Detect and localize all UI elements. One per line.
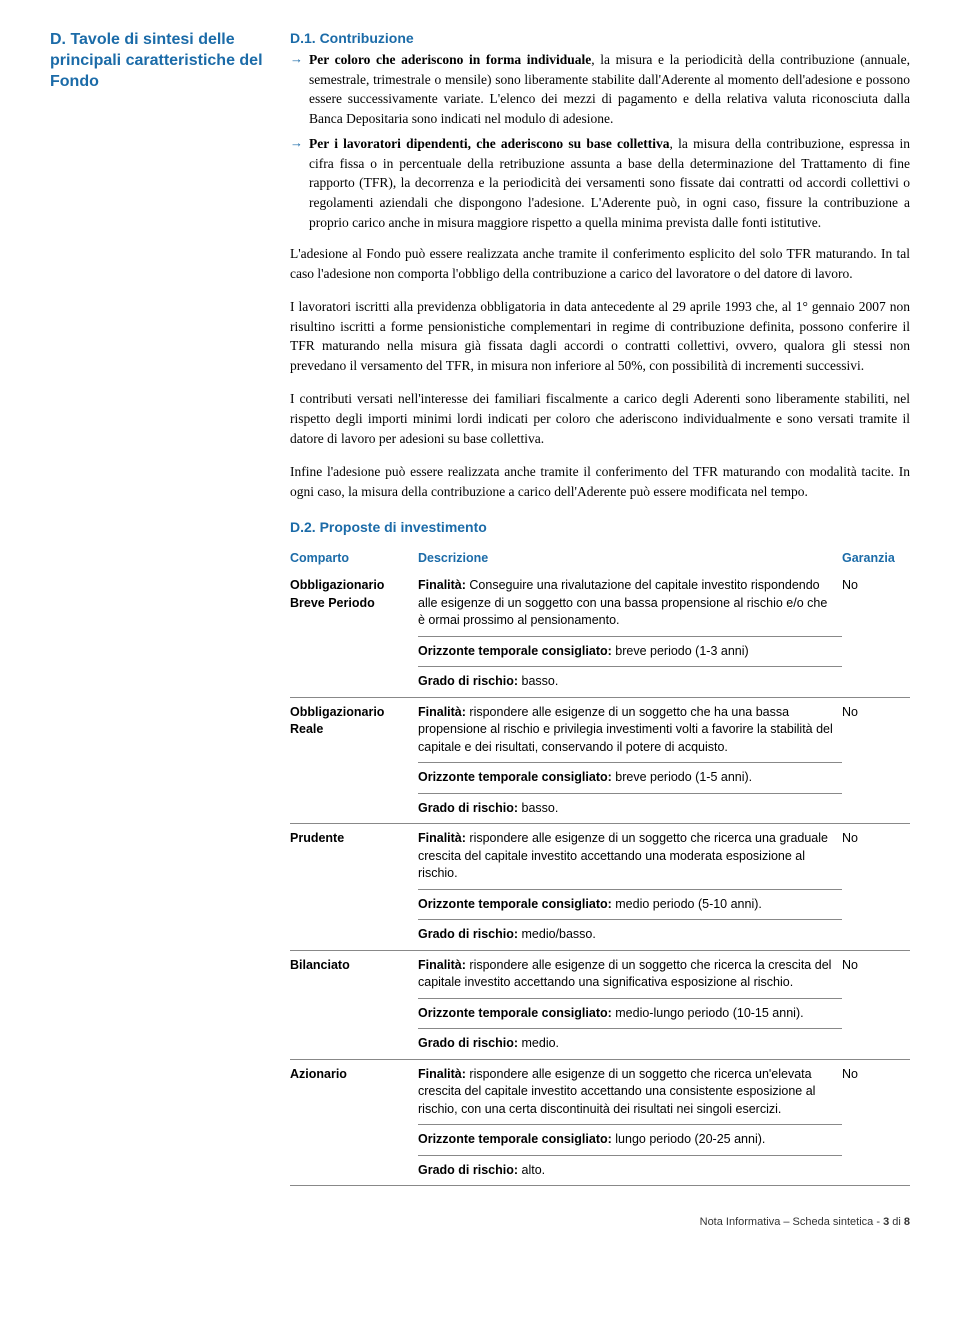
arrow-icon: → bbox=[290, 134, 303, 232]
cell-orizzonte: Orizzonte temporale consigliato: medio-l… bbox=[418, 998, 842, 1029]
cell-garanzia: No bbox=[842, 571, 910, 697]
cell-orizzonte: Orizzonte temporale consigliato: lungo p… bbox=[418, 1125, 842, 1156]
investment-table: Comparto Descrizione Garanzia Obbligazio… bbox=[290, 545, 910, 1186]
table-row: Obbligazionario RealeFinalità: risponder… bbox=[290, 697, 910, 763]
cell-orizzonte: Orizzonte temporale consigliato: medio p… bbox=[418, 889, 842, 920]
arrow-icon: → bbox=[290, 50, 303, 128]
table-row: PrudenteFinalità: rispondere alle esigen… bbox=[290, 824, 910, 890]
col-comparto: Comparto bbox=[290, 545, 418, 571]
cell-comparto: Obbligazionario Breve Periodo bbox=[290, 571, 418, 697]
col-garanzia: Garanzia bbox=[842, 545, 910, 571]
d1-para3: I contributi versati nell'interesse dei … bbox=[290, 389, 910, 448]
cell-finalita: Finalità: Conseguire una rivalutazione d… bbox=[418, 571, 842, 636]
cell-comparto: Prudente bbox=[290, 824, 418, 951]
bullet-2-bold: Per i lavoratori dipendenti, che aderisc… bbox=[309, 136, 670, 151]
cell-garanzia: No bbox=[842, 697, 910, 824]
section-d-title: D. Tavole di sintesi delle principali ca… bbox=[50, 30, 270, 92]
bullet-1-text: Per coloro che aderiscono in forma indiv… bbox=[309, 50, 910, 128]
d2-heading: D.2. Proposte di investimento bbox=[290, 519, 910, 535]
cell-rischio: Grado di rischio: alto. bbox=[418, 1155, 842, 1186]
d1-para1: L'adesione al Fondo può essere realizzat… bbox=[290, 244, 910, 283]
cell-rischio: Grado di rischio: medio. bbox=[418, 1029, 842, 1060]
d1-heading: D.1. Contribuzione bbox=[290, 30, 910, 46]
table-row: BilanciatoFinalità: rispondere alle esig… bbox=[290, 950, 910, 998]
cell-comparto: Azionario bbox=[290, 1059, 418, 1186]
cell-rischio: Grado di rischio: basso. bbox=[418, 793, 842, 824]
cell-garanzia: No bbox=[842, 1059, 910, 1186]
page-footer: Nota Informativa – Scheda sintetica - 3 … bbox=[50, 1216, 910, 1228]
footer-text: Nota Informativa – Scheda sintetica - bbox=[700, 1216, 880, 1228]
bullet-2-text: Per i lavoratori dipendenti, che aderisc… bbox=[309, 134, 910, 232]
footer-page: 3 bbox=[883, 1216, 889, 1228]
bullet-1-bold: Per coloro che aderiscono in forma indiv… bbox=[309, 52, 591, 67]
cell-finalita: Finalità: rispondere alle esigenze di un… bbox=[418, 697, 842, 763]
cell-garanzia: No bbox=[842, 950, 910, 1059]
footer-of: di bbox=[892, 1216, 901, 1228]
cell-finalita: Finalità: rispondere alle esigenze di un… bbox=[418, 950, 842, 998]
table-row: Obbligazionario Breve PeriodoFinalità: C… bbox=[290, 571, 910, 636]
cell-rischio: Grado di rischio: medio/basso. bbox=[418, 920, 842, 951]
d1-para4: Infine l'adesione può essere realizzata … bbox=[290, 462, 910, 501]
cell-rischio: Grado di rischio: basso. bbox=[418, 667, 842, 698]
footer-total: 8 bbox=[904, 1216, 910, 1228]
col-descrizione: Descrizione bbox=[418, 545, 842, 571]
bullet-item: → Per coloro che aderiscono in forma ind… bbox=[290, 50, 910, 128]
bullet-item: → Per i lavoratori dipendenti, che aderi… bbox=[290, 134, 910, 232]
cell-finalita: Finalità: rispondere alle esigenze di un… bbox=[418, 1059, 842, 1125]
table-row: AzionarioFinalità: rispondere alle esige… bbox=[290, 1059, 910, 1125]
cell-finalita: Finalità: rispondere alle esigenze di un… bbox=[418, 824, 842, 890]
cell-comparto: Obbligazionario Reale bbox=[290, 697, 418, 824]
d1-para2: I lavoratori iscritti alla previdenza ob… bbox=[290, 297, 910, 375]
cell-comparto: Bilanciato bbox=[290, 950, 418, 1059]
cell-orizzonte: Orizzonte temporale consigliato: breve p… bbox=[418, 763, 842, 794]
cell-garanzia: No bbox=[842, 824, 910, 951]
cell-orizzonte: Orizzonte temporale consigliato: breve p… bbox=[418, 636, 842, 667]
